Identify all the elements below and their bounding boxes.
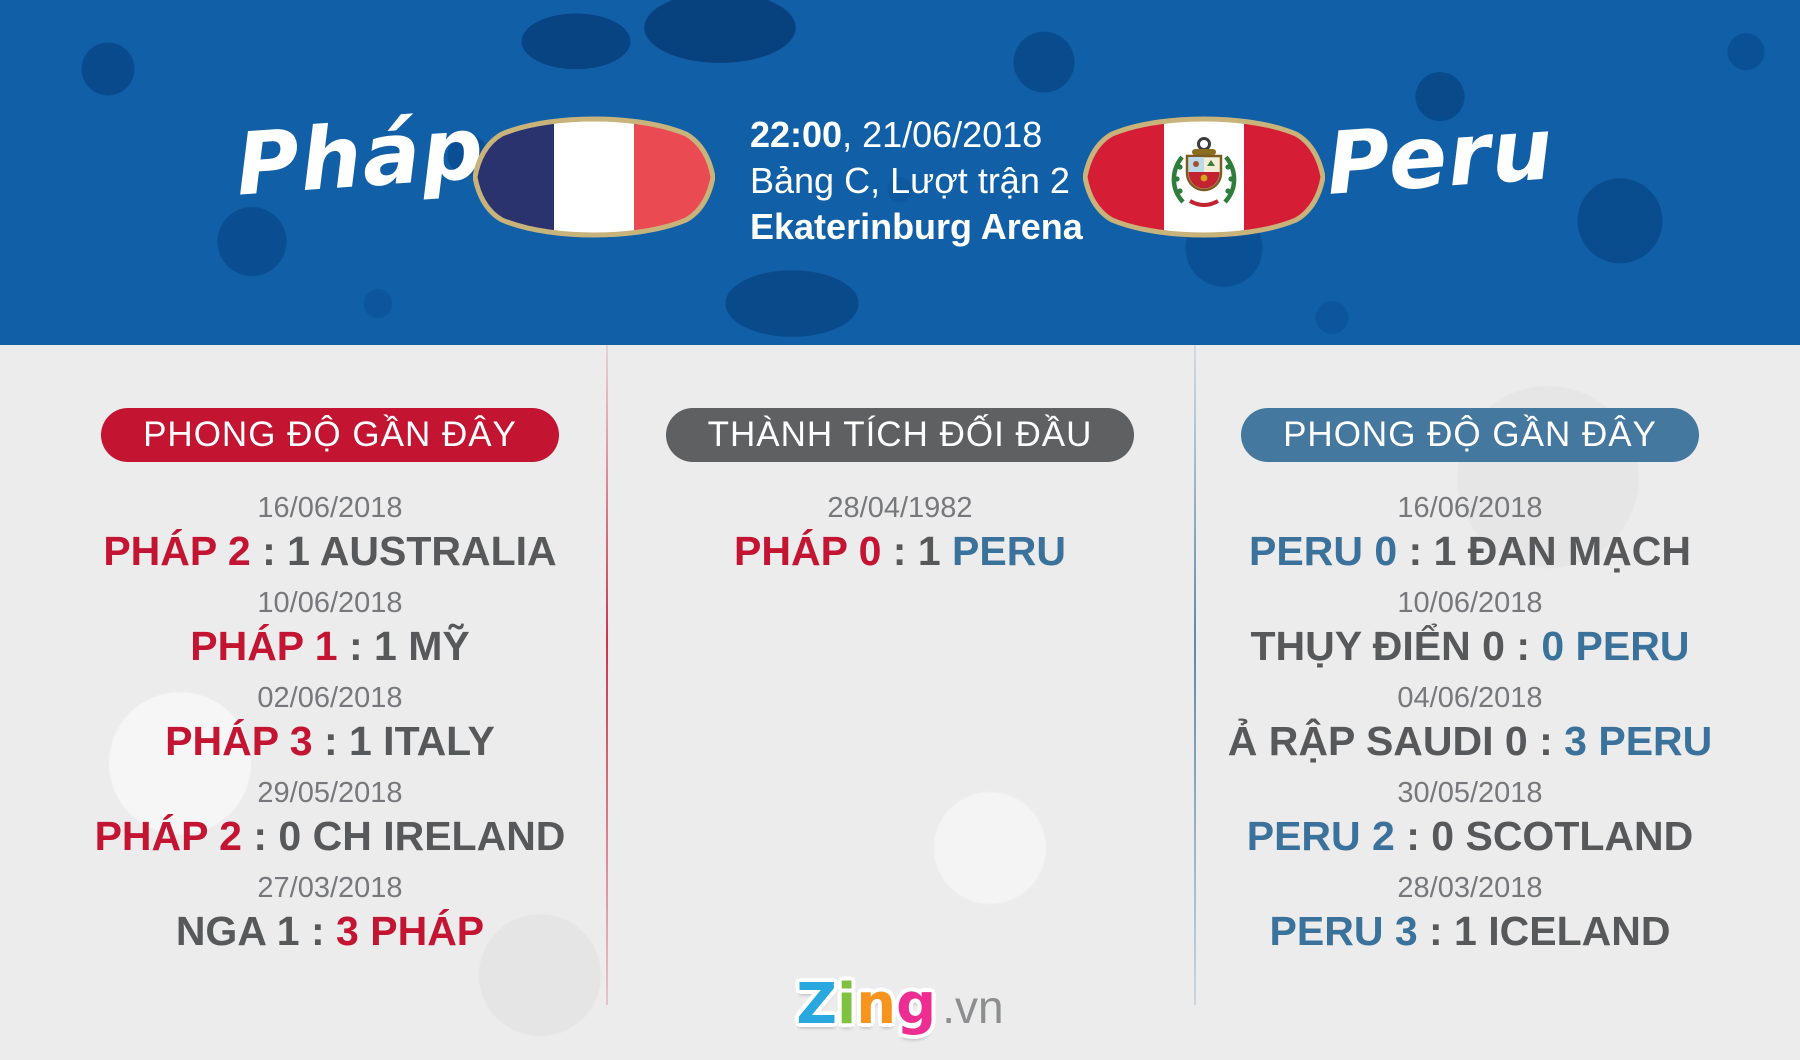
score-segment: 3 PHÁP — [336, 908, 485, 954]
venue-line: Ekaterinburg Arena — [750, 206, 1083, 247]
score-segment: PERU — [952, 528, 1066, 574]
score-segment: : 0 CH IRELAND — [241, 813, 566, 859]
score-segment: PERU 3 — [1269, 908, 1418, 954]
match-row: 28/03/2018 PERU 3 : 1 ICELAND — [1220, 871, 1720, 954]
zing-logo-letter: g — [896, 972, 937, 1037]
zing-logo-letter: i — [837, 972, 857, 1037]
left-column-divider — [606, 345, 608, 1005]
score-segment: PHÁP 2 — [94, 813, 242, 859]
score-segment: : 1 ĐAN MẠCH — [1397, 528, 1691, 574]
flag-gold-border — [473, 116, 715, 238]
score-segment: PERU 2 — [1246, 813, 1395, 859]
zing-logo-letter: Z — [796, 972, 838, 1037]
score-segment: PHÁP 3 — [165, 718, 313, 764]
match-score: PERU 3 : 1 ICELAND — [1220, 908, 1720, 954]
match-score: THỤY ĐIỂN 0 : 0 PERU — [1220, 623, 1720, 669]
match-row: 29/05/2018 PHÁP 2 : 0 CH IRELAND — [80, 776, 580, 859]
match-row: 16/06/2018 PERU 0 : 1 ĐAN MẠCH — [1220, 491, 1720, 574]
score-segment: : 1 AUSTRALIA — [250, 528, 557, 574]
match-row: 28/04/1982 PHÁP 0 : 1 PERU — [650, 491, 1150, 574]
match-row: 27/03/2018 NGA 1 : 3 PHÁP — [80, 871, 580, 954]
zing-logo-letter: n — [856, 972, 897, 1037]
match-score: PHÁP 0 : 1 PERU — [650, 528, 1150, 574]
france-flag-icon — [473, 116, 715, 238]
score-segment: PERU 0 — [1249, 528, 1398, 574]
score-segment: 3 PERU — [1564, 718, 1713, 764]
match-row: 04/06/2018 Ả RẬP SAUDI 0 : 3 PERU — [1220, 681, 1720, 764]
match-date: 10/06/2018 — [257, 587, 403, 619]
match-date: 16/06/2018 — [257, 492, 403, 524]
match-date: 30/05/2018 — [1397, 777, 1543, 809]
match-date: 04/06/2018 — [1397, 682, 1543, 714]
peru-coat-of-arms — [1171, 137, 1237, 207]
footer: Zing .vn — [0, 972, 1800, 1037]
score-segment: : 1 — [881, 528, 953, 574]
home-recent-form-badge: PHONG ĐỘ GẦN ĐÂY — [101, 408, 559, 462]
score-segment: : 1 ICELAND — [1417, 908, 1671, 954]
score-segment: PHÁP 0 — [734, 528, 882, 574]
flag-gold-border — [1083, 116, 1325, 238]
match-date: 16/06/2018 — [1397, 492, 1543, 524]
match-info-block: 22:00, 21/06/2018 Bảng C, Lượt trận 2 Ek… — [750, 112, 1083, 250]
match-score: PERU 0 : 1 ĐAN MẠCH — [1220, 528, 1720, 574]
kickoff-date: , 21/06/2018 — [842, 114, 1043, 155]
match-date: 10/06/2018 — [1397, 587, 1543, 619]
match-date: 27/03/2018 — [257, 872, 403, 904]
score-segment: 0 PERU — [1541, 623, 1690, 669]
match-row: 30/05/2018 PERU 2 : 0 SCOTLAND — [1220, 776, 1720, 859]
away-recent-form-badge: PHONG ĐỘ GẦN ĐÂY — [1241, 408, 1699, 462]
match-date: 02/06/2018 — [257, 682, 403, 714]
score-segment: NGA 1 : — [175, 908, 337, 954]
match-row: 16/06/2018 PHÁP 2 : 1 AUSTRALIA — [80, 491, 580, 574]
match-row: 10/06/2018 PHÁP 1 : 1 MỸ — [80, 586, 580, 669]
head-to-head-column: THÀNH TÍCH ĐỐI ĐẦU 28/04/1982 PHÁP 0 : 1 … — [650, 408, 1150, 586]
match-score: PHÁP 1 : 1 MỸ — [80, 623, 580, 669]
match-score: PHÁP 2 : 0 CH IRELAND — [80, 813, 580, 859]
match-score: PHÁP 3 : 1 ITALY — [80, 718, 580, 764]
score-segment: : 0 SCOTLAND — [1394, 813, 1694, 859]
match-date: 29/05/2018 — [257, 777, 403, 809]
match-score: Ả RẬP SAUDI 0 : 3 PERU — [1220, 718, 1720, 764]
away-recent-form-list: 16/06/2018 PERU 0 : 1 ĐAN MẠCH 10/06/2018 T… — [1220, 491, 1720, 954]
france-flag-stripes — [475, 119, 713, 235]
match-score: PHÁP 2 : 1 AUSTRALIA — [80, 528, 580, 574]
peru-flag-icon — [1083, 116, 1325, 238]
head-to-head-list: 28/04/1982 PHÁP 0 : 1 PERU — [650, 491, 1150, 574]
home-recent-form-column: PHONG ĐỘ GẦN ĐÂY 16/06/2018 PHÁP 2 : 1 AU… — [80, 408, 580, 966]
match-score: PERU 2 : 0 SCOTLAND — [1220, 813, 1720, 859]
score-segment: Ả RẬP SAUDI 0 : — [1227, 718, 1565, 764]
away-recent-form-column: PHONG ĐỘ GẦN ĐÂY 16/06/2018 PERU 0 : 1 ĐA… — [1220, 408, 1720, 966]
match-row: 02/06/2018 PHÁP 3 : 1 ITALY — [80, 681, 580, 764]
match-header-banner: Pháp 22:00, 21/06/2018 Bảng C, Lượt trận… — [0, 0, 1800, 345]
match-row: 10/06/2018 THỤY ĐIỂN 0 : 0 PERU — [1220, 586, 1720, 669]
head-to-head-badge: THÀNH TÍCH ĐỐI ĐẦU — [665, 408, 1135, 462]
score-segment: THỤY ĐIỂN 0 : — [1250, 623, 1542, 669]
score-segment: PHÁP 2 — [103, 528, 251, 574]
match-date: 28/04/1982 — [827, 492, 973, 524]
score-segment: : 1 MỸ — [337, 623, 470, 669]
home-recent-form-list: 16/06/2018 PHÁP 2 : 1 AUSTRALIA 10/06/2018… — [80, 491, 580, 954]
zing-logo: Zing — [796, 972, 936, 1037]
match-date: 28/03/2018 — [1397, 872, 1543, 904]
kickoff-time: 22:00 — [750, 114, 843, 155]
right-column-divider — [1194, 345, 1196, 1005]
zing-logo-suffix: .vn — [942, 981, 1004, 1033]
match-score: NGA 1 : 3 PHÁP — [80, 908, 580, 954]
score-segment: : 1 ITALY — [312, 718, 495, 764]
score-segment: PHÁP 1 — [190, 623, 338, 669]
kickoff-time-line: 22:00, 21/06/2018 — [750, 112, 1083, 158]
group-round-line: Bảng C, Lượt trận 2 — [750, 160, 1070, 201]
away-team-name: Peru — [1323, 99, 1557, 215]
